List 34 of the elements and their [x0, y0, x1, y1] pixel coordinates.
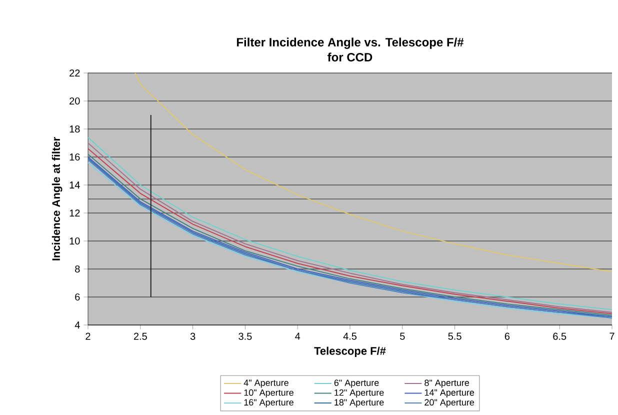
x-tick-label: 4 [295, 332, 300, 340]
y-tick-label: 12 [70, 210, 80, 216]
x-tick-label: 5 [400, 332, 405, 340]
legend-label: 14" Aperture [424, 389, 474, 398]
legend-label: 6" Aperture [334, 380, 379, 388]
legend-label: 18" Aperture [334, 399, 384, 408]
x-tick-label: 2 [86, 332, 90, 340]
legend-label: 8" Aperture [424, 380, 470, 388]
y-tick-label: 6 [75, 293, 80, 301]
y-tick-label: 22 [70, 70, 80, 76]
y-tick-label: 4 [74, 322, 80, 328]
y-axis-title: Incidence Angle at filter [52, 137, 62, 260]
chart-subtitle: for CCD [328, 52, 372, 62]
y-tick-label: 18 [70, 125, 80, 133]
y-tick-label: 14 [70, 182, 80, 188]
x-tick-label: 2.5 [134, 332, 147, 340]
legend-label: 20" Aperture [424, 399, 474, 408]
y-tick-label: 8 [75, 265, 80, 273]
legend-label: 4" Aperture [244, 380, 288, 388]
y-tick-label: 10 [70, 237, 80, 245]
x-tick-label: 3 [190, 332, 196, 340]
x-tick-label: 4.5 [343, 332, 357, 340]
legend-label: 12" Aperture [334, 389, 384, 398]
x-tick-label: 3.5 [238, 332, 252, 340]
x-tick-label: 7 [610, 332, 614, 340]
chart-title: Filter Incidence Angle vs. Telescope F/# [236, 38, 464, 49]
legend-label: 16" Aperture [244, 399, 294, 408]
x-tick-label: 6.5 [553, 332, 566, 340]
x-axis-title: Telescope F/# [314, 346, 386, 357]
x-tick-label: 5.5 [448, 332, 462, 340]
y-tick-label: 16 [70, 153, 80, 161]
y-tick-label: 20 [70, 97, 80, 105]
legend-label: 10" Aperture [244, 389, 294, 398]
x-tick-label: 6 [504, 332, 510, 340]
